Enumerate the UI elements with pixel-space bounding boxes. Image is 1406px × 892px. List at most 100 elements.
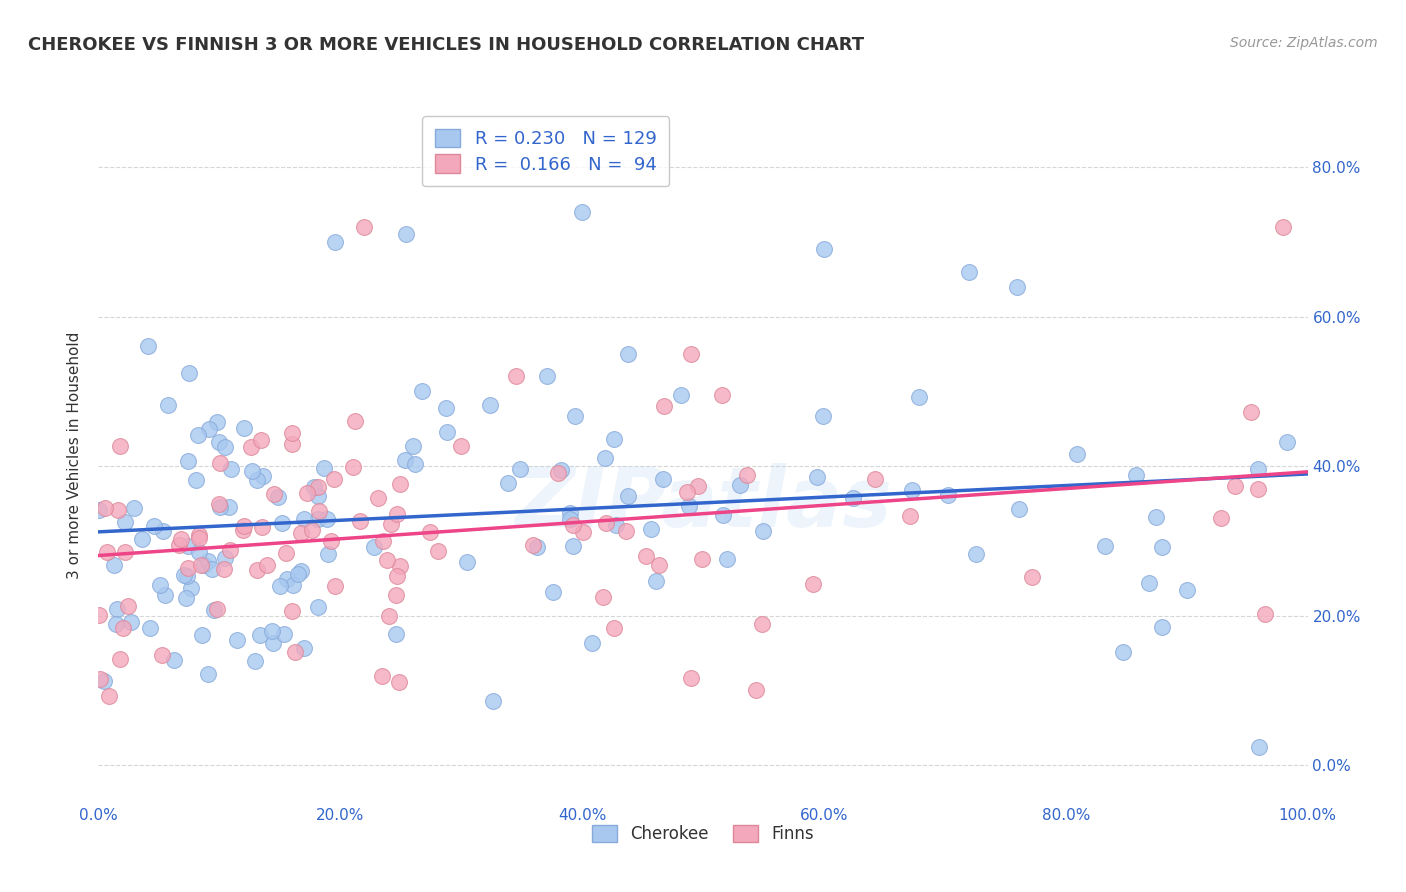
Point <box>752 524 775 539</box>
Text: CHEROKEE VS FINNISH 3 OR MORE VEHICLES IN HOUSEHOLD CORRELATION CHART: CHEROKEE VS FINNISH 3 OR MORE VEHICLES I… <box>28 36 865 54</box>
Point <box>595 516 617 531</box>
Point <box>301 523 323 537</box>
Point <box>349 514 371 528</box>
Point <box>363 541 385 555</box>
Point <box>505 369 527 384</box>
Point <box>690 552 713 566</box>
Point <box>343 414 366 428</box>
Point <box>728 478 751 492</box>
Point <box>105 602 128 616</box>
Point <box>190 558 212 573</box>
Point <box>281 425 304 440</box>
Point <box>404 458 426 472</box>
Point <box>177 539 200 553</box>
Point <box>547 466 569 480</box>
Point <box>679 347 702 361</box>
Point <box>177 454 200 468</box>
Point <box>205 415 228 429</box>
Point <box>89 672 111 686</box>
Point <box>536 369 558 384</box>
Point <box>97 690 120 704</box>
Legend: Cherokee, Finns: Cherokee, Finns <box>585 819 821 850</box>
Point <box>239 440 262 454</box>
Point <box>180 581 202 595</box>
Point <box>901 483 924 497</box>
Point <box>617 489 640 503</box>
Point <box>509 461 531 475</box>
Point <box>605 517 627 532</box>
Point <box>371 534 394 549</box>
Point <box>370 668 392 682</box>
Point <box>842 491 865 505</box>
Point <box>136 339 159 353</box>
Point <box>290 526 312 541</box>
Point <box>572 525 595 540</box>
Point <box>176 569 198 583</box>
Point <box>688 479 710 493</box>
Point <box>212 562 235 576</box>
Point <box>315 512 337 526</box>
Point <box>957 265 980 279</box>
Point <box>592 590 614 604</box>
Point <box>93 673 115 688</box>
Point <box>711 508 734 522</box>
Point <box>107 502 129 516</box>
Point <box>89 503 111 517</box>
Point <box>307 600 329 615</box>
Point <box>323 472 346 486</box>
Point <box>263 487 285 501</box>
Point <box>302 480 325 494</box>
Point <box>561 517 583 532</box>
Point <box>163 653 186 667</box>
Point <box>307 480 329 494</box>
Point <box>266 490 288 504</box>
Point <box>292 512 315 526</box>
Text: ZIPatlas: ZIPatlas <box>515 463 891 544</box>
Point <box>149 577 172 591</box>
Point <box>152 524 174 539</box>
Point <box>284 645 307 659</box>
Point <box>281 578 304 592</box>
Point <box>269 579 291 593</box>
Point <box>188 528 211 542</box>
Point <box>434 401 457 416</box>
Point <box>308 504 330 518</box>
Point <box>219 462 242 476</box>
Point <box>323 235 346 249</box>
Point <box>274 546 297 560</box>
Point <box>249 628 271 642</box>
Point <box>558 512 581 526</box>
Point <box>139 621 162 635</box>
Point <box>122 501 145 516</box>
Point <box>179 366 201 380</box>
Point <box>131 532 153 546</box>
Point <box>208 497 231 511</box>
Point <box>1144 510 1167 524</box>
Point <box>394 453 416 467</box>
Point <box>863 472 886 486</box>
Point <box>1275 435 1298 450</box>
Point <box>711 388 734 402</box>
Point <box>1112 645 1135 659</box>
Text: Source: ZipAtlas.com: Source: ZipAtlas.com <box>1230 36 1378 50</box>
Point <box>1246 482 1268 496</box>
Point <box>202 603 225 617</box>
Point <box>603 432 626 446</box>
Point <box>716 552 738 566</box>
Point <box>385 626 408 640</box>
Point <box>167 538 190 552</box>
Point <box>117 599 139 613</box>
Point <box>214 440 236 454</box>
Point <box>526 540 548 554</box>
Point <box>252 469 274 483</box>
Point <box>389 476 412 491</box>
Point <box>295 485 318 500</box>
Point <box>385 588 408 602</box>
Point <box>143 519 166 533</box>
Point <box>411 384 433 399</box>
Point <box>564 409 586 423</box>
Point <box>617 347 640 361</box>
Point <box>157 398 180 412</box>
Point <box>173 567 195 582</box>
Point <box>908 390 931 404</box>
